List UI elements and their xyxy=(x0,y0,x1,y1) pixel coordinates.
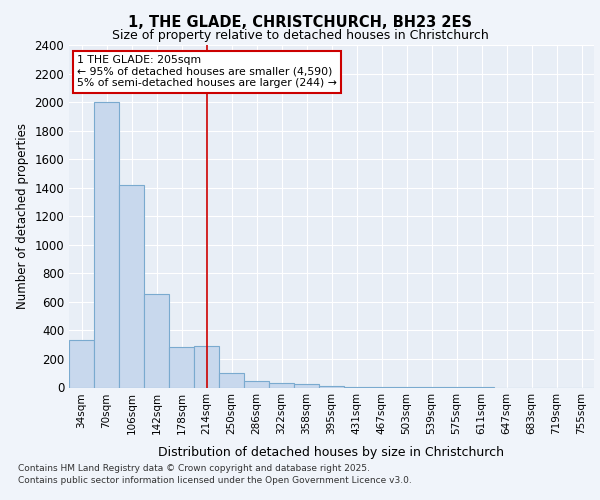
Bar xyxy=(169,347,194,388)
Bar xyxy=(319,386,344,388)
Bar xyxy=(144,294,169,388)
Bar xyxy=(119,185,144,388)
Text: Size of property relative to detached houses in Christchurch: Size of property relative to detached ho… xyxy=(112,29,488,42)
Text: 1, THE GLADE, CHRISTCHURCH, BH23 2ES: 1, THE GLADE, CHRISTCHURCH, BH23 2ES xyxy=(128,15,472,30)
Bar xyxy=(294,384,319,388)
Text: Contains public sector information licensed under the Open Government Licence v3: Contains public sector information licen… xyxy=(18,476,412,485)
Bar xyxy=(269,382,294,388)
Bar xyxy=(219,372,244,388)
X-axis label: Distribution of detached houses by size in Christchurch: Distribution of detached houses by size … xyxy=(158,446,505,458)
Text: Contains HM Land Registry data © Crown copyright and database right 2025.: Contains HM Land Registry data © Crown c… xyxy=(18,464,370,473)
Bar xyxy=(194,346,219,388)
Bar xyxy=(94,102,119,388)
Bar xyxy=(69,340,94,388)
Text: 1 THE GLADE: 205sqm
← 95% of detached houses are smaller (4,590)
5% of semi-deta: 1 THE GLADE: 205sqm ← 95% of detached ho… xyxy=(77,56,337,88)
Bar xyxy=(244,380,269,388)
Y-axis label: Number of detached properties: Number of detached properties xyxy=(16,123,29,309)
